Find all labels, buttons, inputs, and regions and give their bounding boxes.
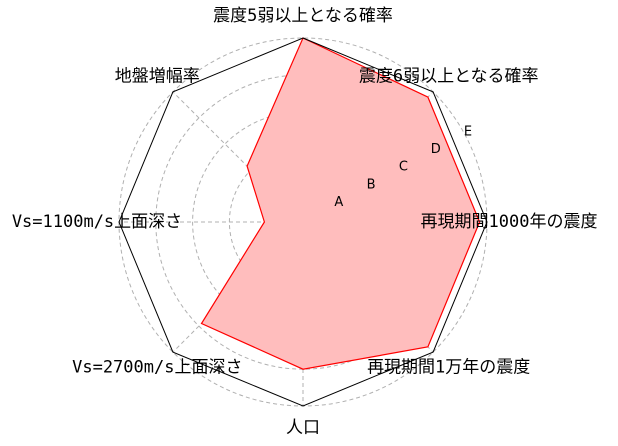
axis-label-7: 地盤増幅率 <box>115 66 200 86</box>
axis-label-5: Vs=2700m/s上面深さ <box>72 358 242 378</box>
axis-label-3: 再現期間1万年の震度 <box>367 358 530 378</box>
axis-label-2: 再現期間1000年の震度 <box>421 212 598 232</box>
radar-frame <box>118 37 488 407</box>
ring-label-E: E <box>464 124 472 139</box>
ring-label-B: B <box>367 177 376 192</box>
ring-label-D: D <box>431 142 441 157</box>
axis-label-1: 震度6弱以上となる確率 <box>359 66 539 86</box>
radar-labels: A B C D E 震度5弱以上となる確率震度6弱以上となる確率再現期間1000年の震度再… <box>12 6 598 438</box>
ring-label-C: C <box>399 160 408 175</box>
data-area <box>201 38 480 370</box>
axis-label-0: 震度5弱以上となる確率 <box>213 6 393 26</box>
axis-label-6: Vs=1100m/s上面深さ <box>12 212 182 232</box>
ring-label-A: A <box>334 195 343 210</box>
radar-data <box>200 37 481 370</box>
axis-label-4: 人口 <box>286 418 320 438</box>
data-line <box>200 37 481 370</box>
outer-frame <box>118 37 488 407</box>
